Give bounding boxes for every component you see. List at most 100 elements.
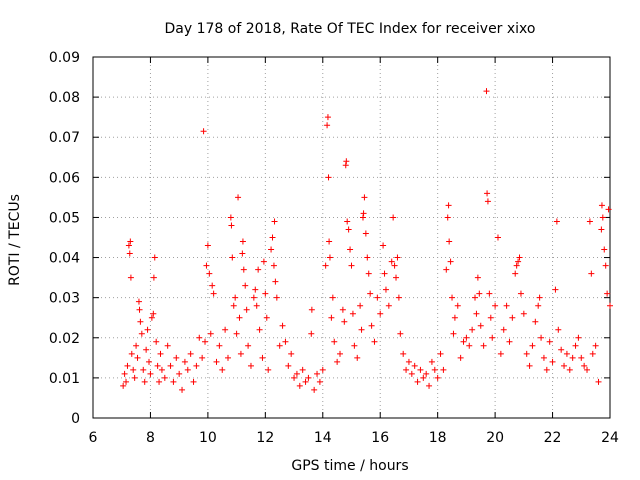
data-point (569, 354, 576, 361)
data-point (494, 234, 501, 241)
data-point (546, 338, 553, 345)
data-point (364, 254, 371, 261)
data-point (454, 302, 461, 309)
data-point (138, 330, 145, 337)
data-point (250, 294, 257, 301)
data-point (235, 194, 242, 201)
data-point (324, 122, 331, 129)
data-point (291, 374, 298, 381)
data-point (136, 306, 143, 313)
data-point (202, 338, 209, 345)
data-point (311, 386, 318, 393)
data-point (477, 322, 484, 329)
data-point (365, 270, 372, 277)
data-point (273, 294, 280, 301)
data-point (360, 210, 367, 217)
data-point (589, 350, 596, 357)
data-point (128, 350, 135, 357)
data-point (240, 266, 247, 273)
data-point (411, 362, 418, 369)
data-point (144, 326, 151, 333)
data-point (237, 350, 244, 357)
x-axis-title: GPS time / hours (291, 458, 408, 474)
data-point (331, 338, 338, 345)
data-point (437, 350, 444, 357)
data-point (120, 382, 127, 389)
data-point (243, 306, 250, 313)
data-point (255, 266, 262, 273)
data-point (158, 366, 165, 373)
data-point (262, 290, 269, 297)
data-point (293, 370, 300, 377)
data-point (150, 310, 157, 317)
data-point (319, 366, 326, 373)
data-point (599, 214, 606, 221)
data-point (126, 250, 133, 257)
data-point (552, 286, 559, 293)
data-point (135, 298, 142, 305)
data-point (440, 366, 447, 373)
data-point (148, 314, 155, 321)
data-point (503, 302, 510, 309)
data-point (259, 354, 266, 361)
data-point (209, 282, 216, 289)
data-point (288, 350, 295, 357)
data-point (390, 214, 397, 221)
data-point (252, 286, 259, 293)
data-point (276, 342, 283, 349)
data-point (466, 342, 473, 349)
data-point (314, 370, 321, 377)
data-point (535, 302, 542, 309)
data-point (460, 338, 467, 345)
data-point (245, 342, 252, 349)
data-point (420, 374, 427, 381)
y-tick-label: 0 (71, 411, 80, 427)
data-point (343, 158, 350, 165)
data-point (423, 370, 430, 377)
data-point (308, 330, 315, 337)
data-point (334, 358, 341, 365)
data-point (434, 374, 441, 381)
data-point (516, 254, 523, 261)
data-point (342, 162, 349, 169)
data-point (497, 350, 504, 357)
data-point (354, 354, 361, 361)
data-point (605, 206, 612, 213)
x-tick-label: 6 (89, 430, 98, 446)
data-point (141, 378, 148, 385)
data-point (598, 226, 605, 233)
data-point (368, 322, 375, 329)
data-point (143, 346, 150, 353)
x-tick-labels: 6 8 10 12 14 16 18 20 22 24 (89, 430, 619, 446)
data-point (193, 362, 200, 369)
data-point (270, 262, 277, 269)
data-point (179, 386, 186, 393)
data-point (555, 326, 562, 333)
data-point (457, 354, 464, 361)
data-point (476, 290, 483, 297)
data-point (239, 250, 246, 257)
x-tick-label: 24 (601, 430, 619, 446)
data-point (520, 310, 527, 317)
data-point (242, 282, 249, 289)
grid-lines (93, 57, 610, 418)
data-point (181, 358, 188, 365)
data-point (394, 254, 401, 261)
data-point (127, 238, 134, 245)
data-point (513, 262, 520, 269)
data-point (558, 346, 565, 353)
data-point (509, 314, 516, 321)
data-point (445, 202, 452, 209)
data-point (229, 254, 236, 261)
data-point (308, 306, 315, 313)
data-point (374, 294, 381, 301)
data-point (385, 302, 392, 309)
data-point (299, 366, 306, 373)
data-point (325, 174, 332, 181)
data-point (199, 354, 206, 361)
data-point (367, 290, 374, 297)
data-point (578, 354, 585, 361)
data-point (203, 262, 210, 269)
data-point (469, 326, 476, 333)
data-point (487, 314, 494, 321)
